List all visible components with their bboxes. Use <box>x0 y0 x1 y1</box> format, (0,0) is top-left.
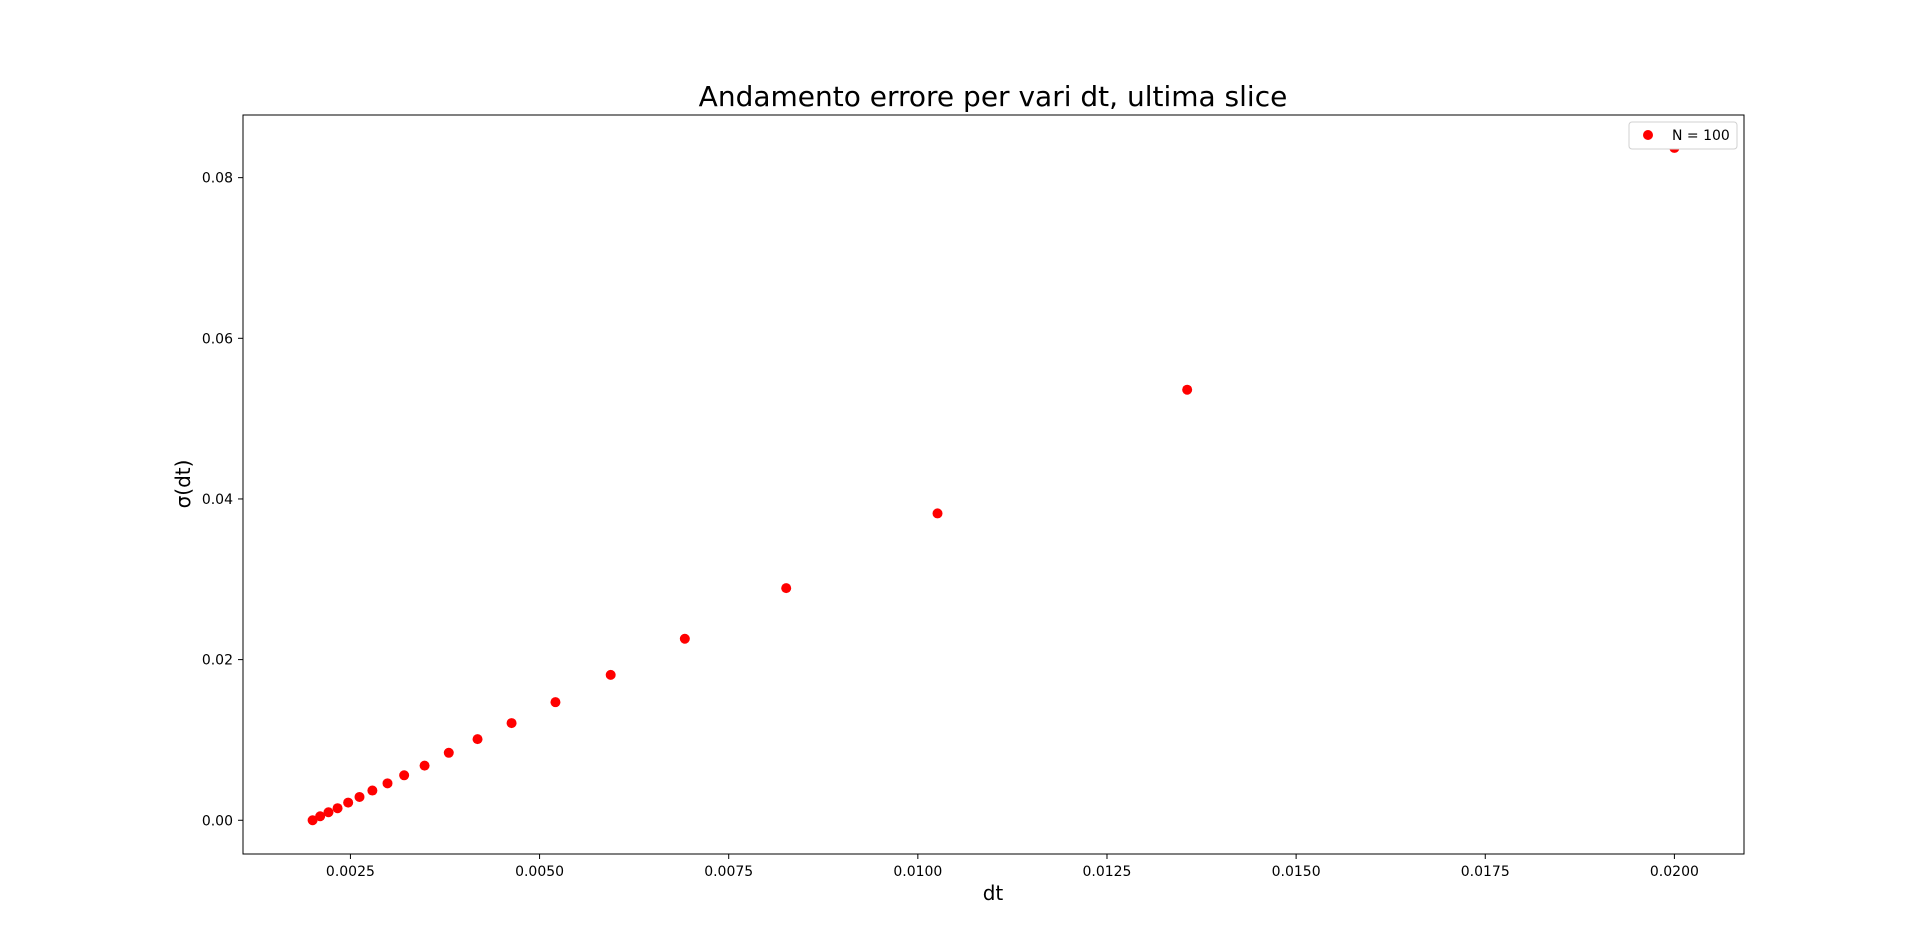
legend-box <box>1628 121 1738 150</box>
y-tick-label: 0.02 <box>202 653 233 669</box>
x-tick-label: 0.0150 <box>1272 864 1321 880</box>
axes-frame <box>242 114 1745 855</box>
data-point <box>472 734 483 745</box>
data-point <box>419 760 430 771</box>
y-axis: 0.00 0.02 0.04 0.06 0.08 <box>202 171 243 829</box>
x-tick-label: 0.0050 <box>515 864 564 880</box>
legend: N = 100 <box>1628 121 1738 150</box>
data-point <box>443 747 454 758</box>
data-point <box>323 807 334 818</box>
y-tick-label: 0.00 <box>202 813 233 829</box>
chart-title: Andamento errore per vari dt, ultima sli… <box>699 80 1288 113</box>
data-point <box>399 770 410 781</box>
x-tick-label: 0.0125 <box>1082 864 1131 880</box>
legend-marker <box>1643 130 1653 140</box>
y-tick-label: 0.06 <box>202 331 233 347</box>
data-point <box>679 633 690 644</box>
data-point <box>382 778 393 789</box>
data-point <box>1182 384 1193 395</box>
x-tick-label: 0.0175 <box>1461 864 1510 880</box>
data-point <box>781 583 792 594</box>
data-point <box>506 718 517 729</box>
data-point <box>343 797 354 808</box>
x-tick-label: 0.0025 <box>326 864 375 880</box>
x-tick-label: 0.0075 <box>704 864 753 880</box>
y-tick-label: 0.08 <box>202 171 233 187</box>
data-point <box>932 508 943 519</box>
x-axis: 0.0025 0.0050 0.0075 0.0100 0.0125 0.0150 0.01… <box>326 854 1699 880</box>
data-point <box>550 697 561 708</box>
data-point <box>605 669 616 680</box>
data-point <box>354 791 365 802</box>
data-point <box>307 815 318 826</box>
x-axis-label: dt <box>983 881 1004 905</box>
data-point <box>332 803 343 814</box>
y-tick-label: 0.04 <box>202 492 233 508</box>
data-point <box>315 811 326 822</box>
x-tick-label: 0.0100 <box>893 864 942 880</box>
legend-label: N = 100 <box>1672 128 1730 144</box>
y-axis-label: σ(dt) <box>171 460 195 509</box>
x-tick-label: 0.0200 <box>1650 864 1699 880</box>
data-point <box>367 785 378 796</box>
